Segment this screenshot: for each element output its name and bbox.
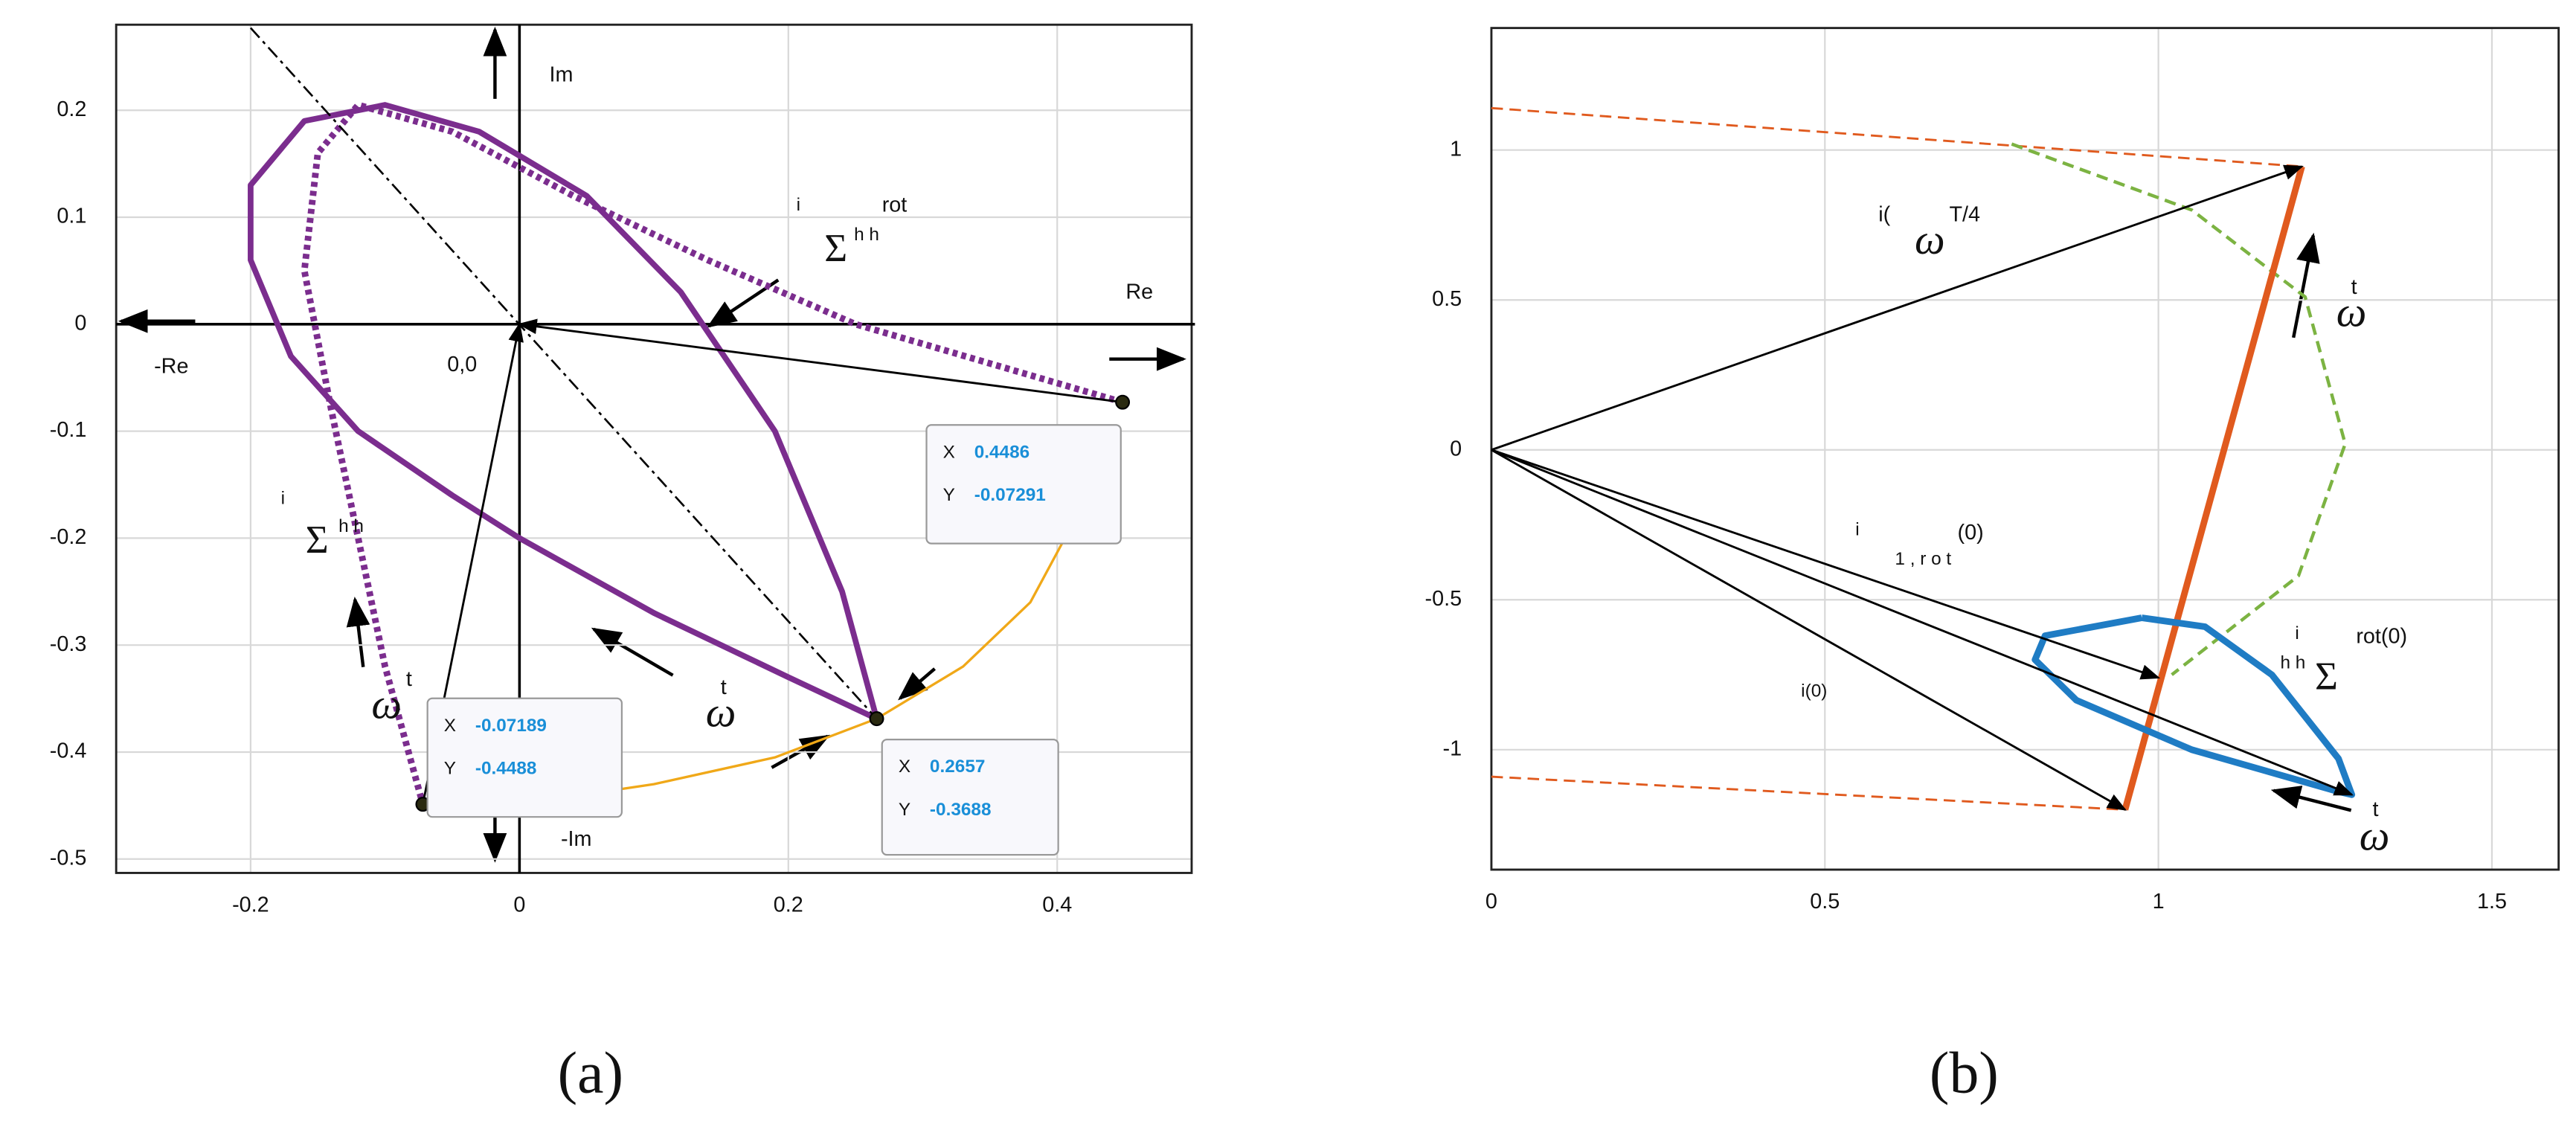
datatip-value: -0.3688 — [930, 800, 992, 820]
y-tick-label: -0.2 — [50, 525, 87, 549]
y-tick-label: -0.4 — [50, 739, 87, 763]
annotation: ω — [2360, 812, 2390, 859]
x-tick-label: 1 — [2153, 890, 2165, 914]
vector — [1491, 449, 2127, 811]
datatip-label: X — [444, 716, 456, 736]
y-tick-label: 0 — [1450, 437, 1462, 460]
omega-arrow — [2292, 232, 2320, 338]
annotation: t — [721, 675, 727, 699]
datatip-box — [426, 697, 623, 818]
y-tick-label: -0.1 — [50, 418, 87, 442]
y-tick-label: -1 — [1443, 736, 1462, 760]
y-tick-label: 0.5 — [1432, 287, 1462, 311]
annotation: h h — [2280, 653, 2305, 673]
annotation: i — [281, 488, 285, 508]
curve — [2121, 165, 2305, 811]
annotation: Im — [549, 62, 573, 86]
datatip-box — [881, 739, 1059, 856]
omega-arrow — [898, 667, 937, 701]
annotation: rot(0) — [2356, 624, 2407, 648]
annotation: T/4 — [1949, 203, 1980, 227]
curve — [249, 27, 878, 720]
y-tick-label: 0.1 — [57, 205, 86, 228]
y-tick-label: -0.3 — [50, 632, 87, 656]
plot-frame — [115, 23, 1193, 874]
omega-arrow — [2270, 786, 2352, 812]
datatip-label: Y — [899, 800, 910, 820]
annotation: t — [406, 667, 412, 691]
vector — [517, 318, 1123, 404]
vector — [1491, 164, 2304, 452]
annotation: i( — [1878, 203, 1890, 227]
annotation: i(0) — [1801, 681, 1827, 701]
curve — [2011, 142, 2347, 676]
annotation: ω — [371, 681, 402, 728]
datatip-label: X — [899, 757, 910, 777]
annotation: i — [2295, 623, 2299, 643]
datatip-point — [1115, 394, 1131, 410]
annotation: 0,0 — [447, 353, 477, 376]
datatip-label: Y — [943, 485, 955, 505]
annotation: ω — [1915, 216, 1945, 263]
annotation: Re — [1125, 280, 1153, 304]
annotation: t — [2351, 275, 2357, 299]
annotation: i — [1855, 519, 1859, 539]
y-tick-label: 0 — [74, 311, 86, 335]
datatip-value: 0.4486 — [974, 442, 1030, 462]
x-tick-label: 0.4 — [1042, 893, 1072, 916]
y-tick-label: 1 — [1450, 137, 1462, 161]
plot-frame — [1490, 27, 2560, 871]
curve — [1491, 106, 2302, 168]
datatip-label: Y — [444, 758, 456, 778]
datatip-value: -0.07291 — [974, 485, 1046, 505]
datatip-box — [925, 424, 1122, 545]
x-tick-label: 0.5 — [1810, 890, 1840, 914]
x-tick-label: 0.2 — [774, 893, 803, 916]
x-tick-label: 1.5 — [2477, 890, 2507, 914]
annotation: (0) — [1958, 521, 1984, 545]
annotation: 1 , r o t — [1895, 549, 1951, 569]
panel-label: (a) — [558, 1041, 623, 1106]
x-tick-label: -0.2 — [232, 893, 269, 916]
datatip-label: X — [943, 442, 955, 462]
annotation: ω — [2336, 289, 2367, 335]
curve — [248, 102, 880, 722]
datatip-value: -0.4488 — [475, 758, 537, 778]
annotation: -Re — [154, 354, 188, 378]
datatip-value: 0.2657 — [930, 757, 985, 777]
panel-label: (b) — [1930, 1041, 1999, 1106]
y-tick-label: -0.5 — [1425, 587, 1462, 611]
curve — [301, 101, 1124, 806]
annotation: Σ — [306, 518, 329, 562]
y-tick-label: 0.2 — [57, 97, 86, 121]
vector — [1491, 449, 2354, 796]
annotation: h h — [338, 516, 364, 536]
curve — [2031, 614, 2356, 798]
annotation: Σ — [824, 227, 847, 270]
x-tick-label: 0 — [1485, 890, 1497, 914]
annotation: -Im — [561, 827, 592, 851]
omega-arrow — [346, 596, 370, 667]
vector — [1491, 449, 2161, 680]
datatip-value: -0.07189 — [475, 716, 547, 736]
annotation: rot — [882, 193, 908, 216]
annotation: Σ — [2315, 655, 2338, 699]
annotation: ω — [706, 689, 736, 736]
annotation: h h — [854, 225, 879, 245]
y-tick-label: -0.5 — [50, 846, 87, 870]
datatip-point — [869, 711, 884, 727]
curve — [1491, 775, 2125, 811]
annotation: t — [2372, 797, 2378, 821]
omega-arrow — [591, 627, 674, 677]
plot: -0.2 0 0.2 0.4 -0.5 -0.4 -0.3 -0.2 -0.1 0 0.1 0.2 X Y… — [50, 23, 1195, 1106]
x-tick-label: 0 — [513, 893, 525, 916]
annotation: i — [797, 195, 800, 215]
